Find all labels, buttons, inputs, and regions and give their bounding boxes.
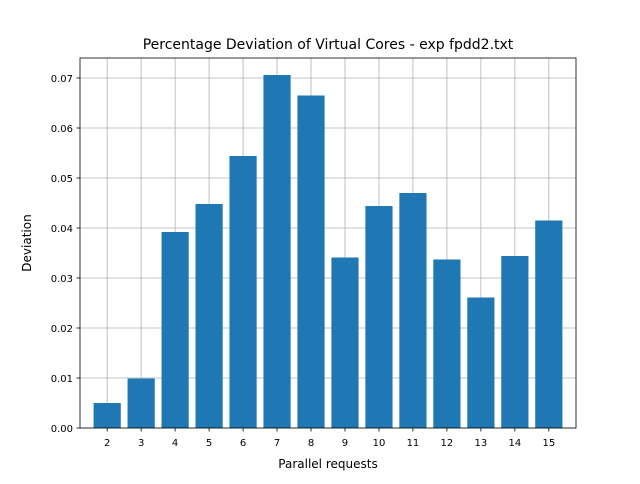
x-axis: 2 3 4 5 6 7 8 9 10 11 12 13 14 15 [104,428,555,449]
y-tick-label: 0.02 [51,324,73,335]
y-tick-label: 0.03 [51,274,73,285]
x-tick-label: 6 [240,438,246,449]
bar-15 [535,220,563,428]
y-axis-label: Deviation [20,214,34,271]
x-tick-label: 7 [274,438,280,449]
bar-5 [195,204,223,428]
bar-3 [127,378,155,428]
x-tick-label: 2 [104,438,110,449]
x-tick-label: 14 [508,438,521,449]
y-tick-label: 0.05 [51,174,73,185]
chart-title: Percentage Deviation of Virtual Cores - … [143,37,514,53]
x-tick-label: 10 [373,438,386,449]
x-axis-label: Parallel requests [278,457,377,471]
bar-6 [229,156,257,428]
y-tick-label: 0.04 [51,224,73,235]
bar-7 [263,75,291,428]
plot-frame [79,57,577,429]
bar-14 [501,256,529,428]
x-tick-label: 8 [308,438,314,449]
x-tick-label: 4 [172,438,178,449]
y-tick-label: 0.00 [51,424,73,435]
bar-13 [467,297,495,428]
y-tick-label: 0.01 [51,374,73,385]
x-tick-label: 11 [407,438,420,449]
x-tick-label: 12 [441,438,454,449]
bar-9 [331,257,359,428]
x-tick-label: 5 [206,438,212,449]
y-axis: 0.00 0.01 0.02 0.03 0.04 0.05 0.06 0.07 [51,74,80,435]
x-tick-label: 15 [542,438,555,449]
bars [93,75,563,428]
bar-11 [399,193,427,428]
bar-10 [365,206,393,428]
bar-8 [297,95,325,428]
x-tick-label: 3 [138,438,144,449]
bar-2 [93,403,121,428]
x-tick-label: 13 [475,438,488,449]
bar-12 [433,259,461,428]
x-tick-label: 9 [342,438,348,449]
y-tick-label: 0.07 [51,74,73,85]
y-tick-label: 0.06 [51,124,73,135]
bar-4 [161,232,189,428]
